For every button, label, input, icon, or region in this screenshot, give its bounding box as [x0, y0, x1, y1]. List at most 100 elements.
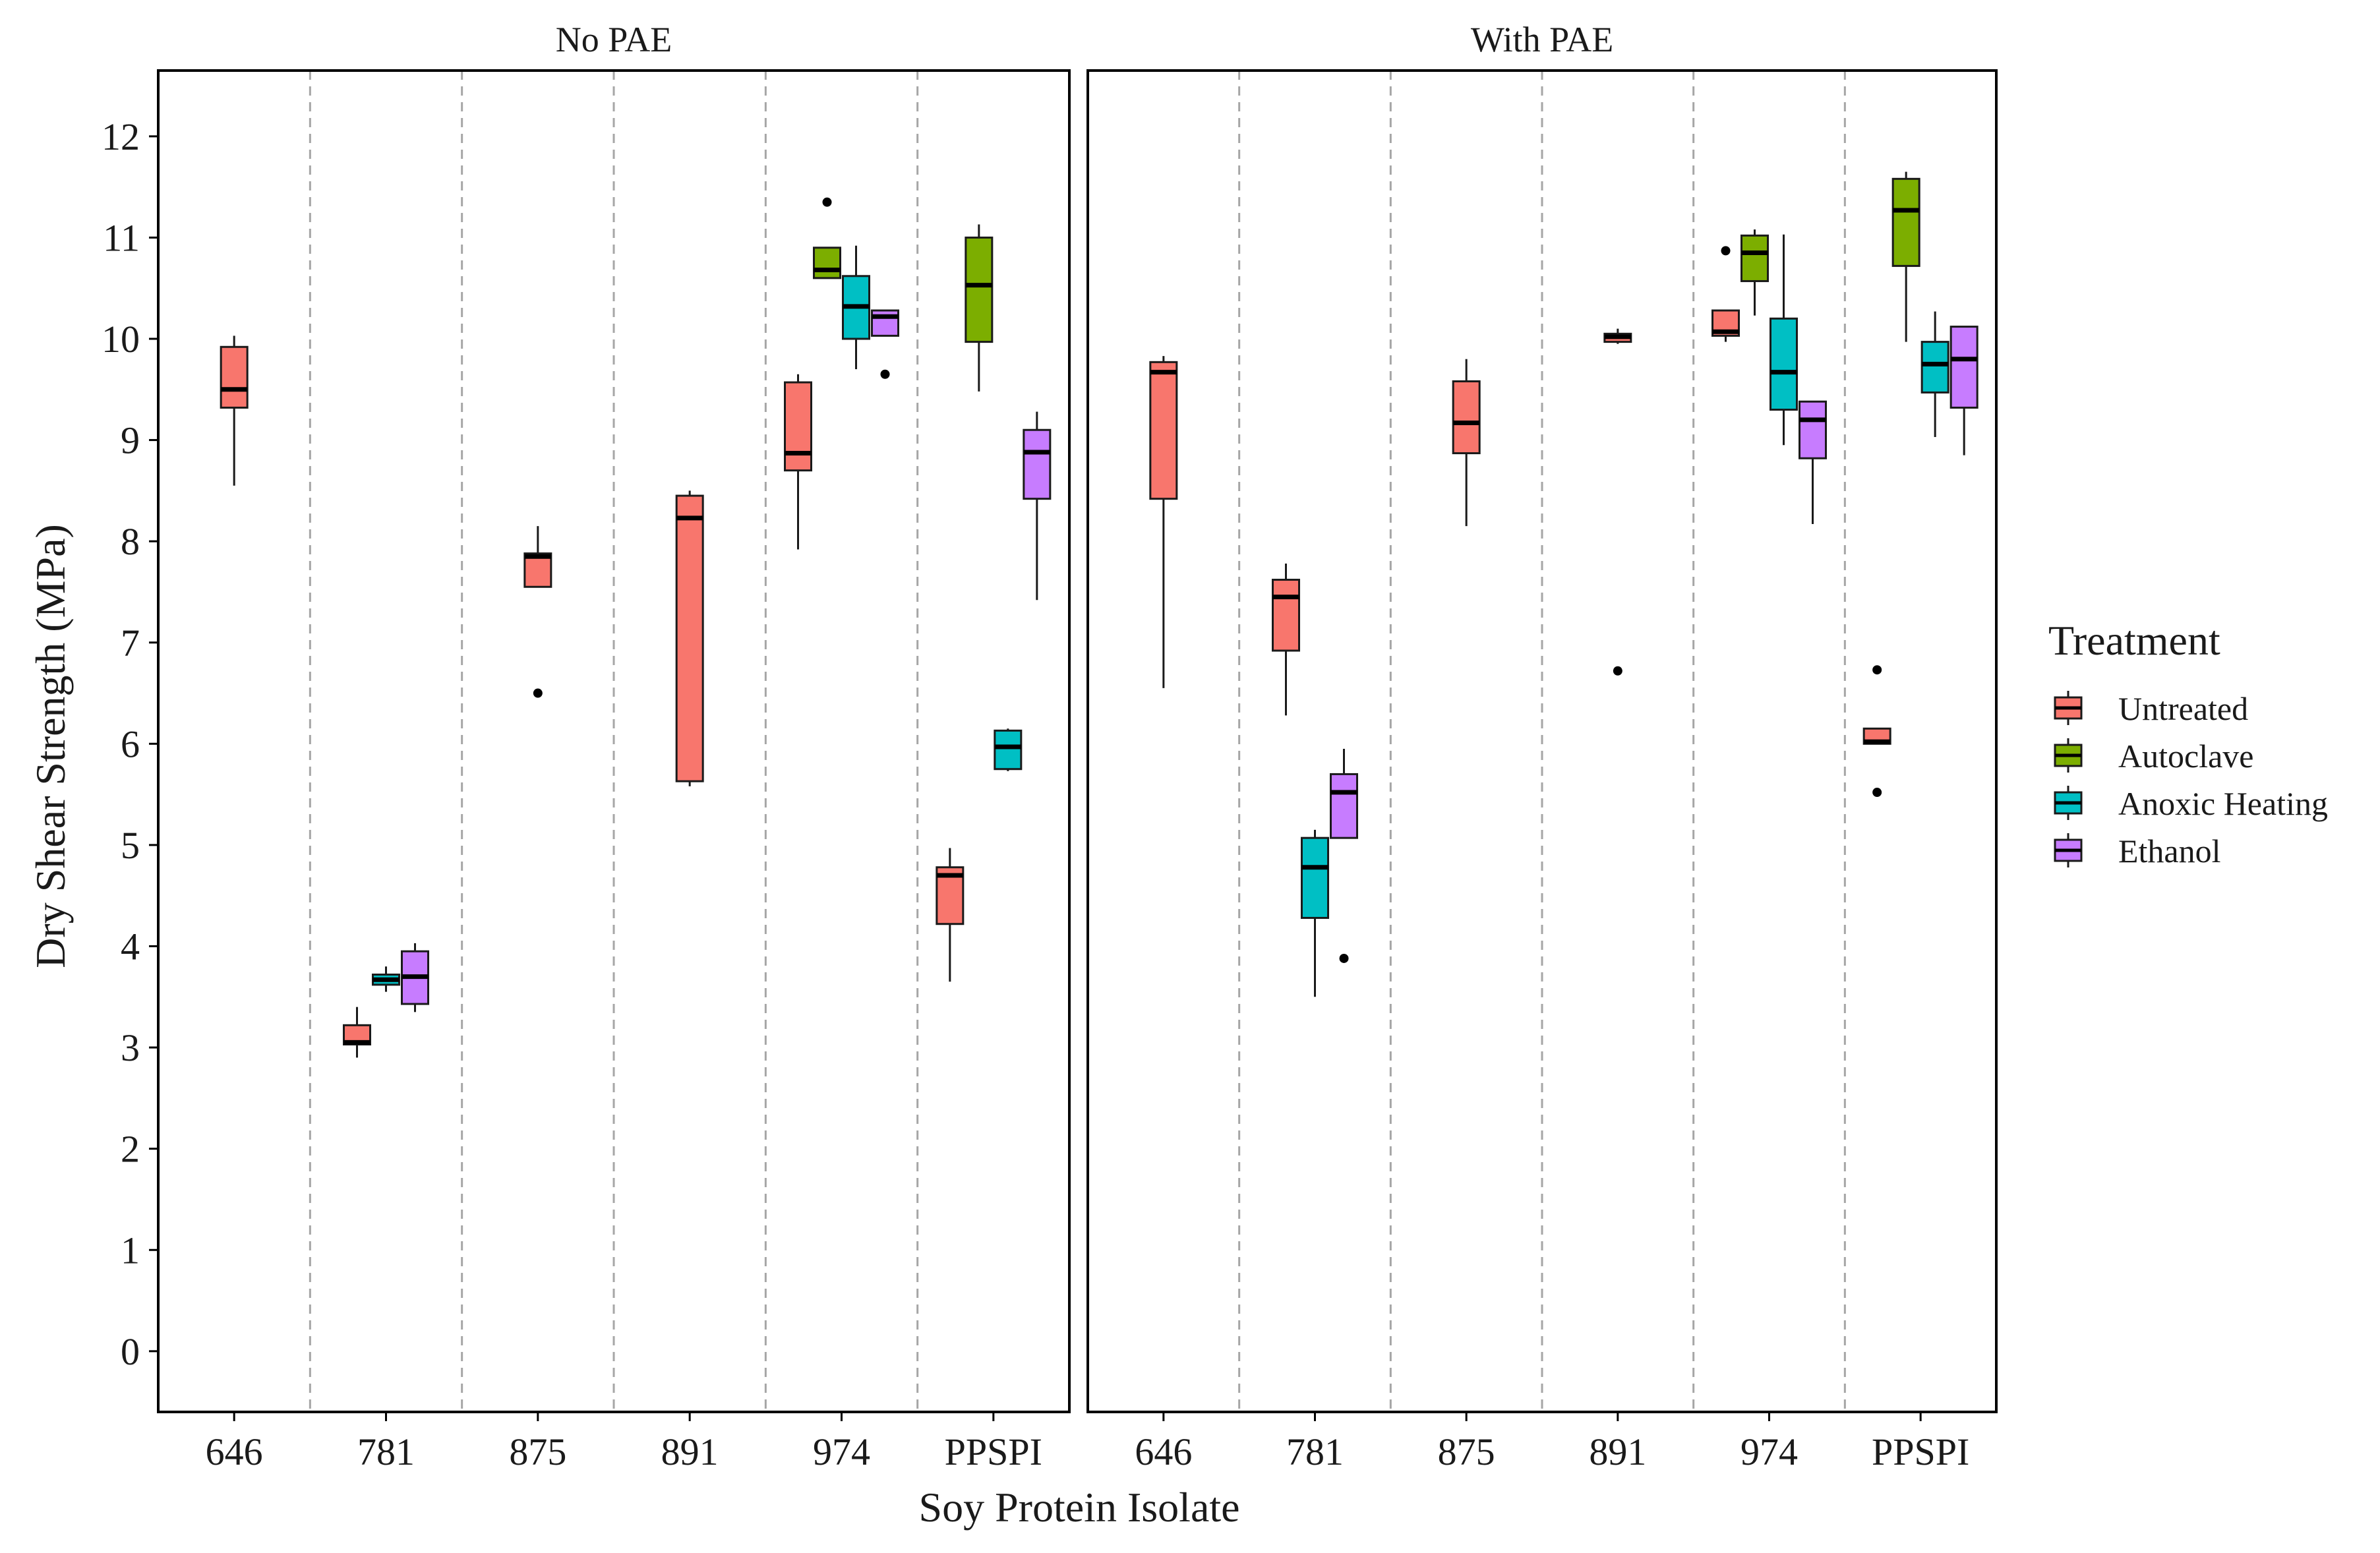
box-891-untreated [675, 490, 704, 786]
legend-item-untreated: Untreated [2054, 690, 2248, 727]
x-tick-label: 891 [1589, 1430, 1646, 1473]
box-PPSPI-anoxic [1920, 311, 1949, 437]
x-tick-label: 781 [357, 1430, 415, 1473]
box-iqr [994, 729, 1023, 771]
x-tick-label: 875 [1438, 1430, 1495, 1473]
x-tick-label: 646 [206, 1430, 263, 1473]
box-781-ethanol [1330, 749, 1358, 963]
legend-label: Untreated [2118, 690, 2248, 727]
legend-item-autoclave: Autoclave [2054, 738, 2253, 775]
box-974-ethanol [1799, 400, 1827, 525]
y-tick-label: 2 [121, 1128, 140, 1171]
y-tick-label: 8 [121, 520, 140, 563]
x-tick-label: 646 [1135, 1430, 1192, 1473]
y-axis-title: Dry Shear Strength (MPa) [27, 524, 74, 968]
y-tick-label: 9 [121, 419, 140, 462]
box-PPSPI-autoclave [1891, 171, 1920, 342]
legend-item-ethanol: Ethanol [2054, 833, 2221, 869]
box-iqr [523, 552, 552, 588]
box-iqr [1799, 400, 1827, 459]
outlier-point [1872, 788, 1882, 798]
box-974-ethanol [871, 309, 899, 379]
legend: Treatment Untreated Autoclave Anoxic Heati… [2048, 617, 2328, 869]
x-axis-title: Soy Protein Isolate [918, 1484, 1239, 1531]
y-tick-label: 4 [121, 925, 140, 968]
box-iqr [784, 381, 812, 472]
legend-label: Anoxic Heating [2118, 785, 2328, 822]
box-iqr [1452, 380, 1481, 455]
box-974-autoclave [1740, 229, 1769, 316]
y-tick-label: 1 [121, 1229, 140, 1272]
box-PPSPI-ethanol [1023, 411, 1052, 601]
panel-1 [157, 69, 1071, 1413]
box-781-untreated [343, 1007, 371, 1058]
outlier-point [1339, 953, 1349, 963]
box-iqr [1949, 326, 1978, 409]
y-tick-label: 5 [121, 824, 140, 867]
box-891-untreated [1603, 328, 1632, 676]
box-iqr [1023, 428, 1052, 500]
box-PPSPI-autoclave [965, 224, 994, 392]
box-974-untreated [784, 374, 812, 550]
x-tick-label: PPSPI [945, 1430, 1042, 1473]
y-tick-label: 0 [121, 1330, 140, 1373]
box-781-ethanol [401, 943, 429, 1012]
box-974-autoclave [813, 197, 841, 279]
box-PPSPI-anoxic [994, 728, 1023, 771]
x-tick-label: 875 [509, 1430, 566, 1473]
box-974-anoxic [842, 245, 870, 370]
x-tick-label: 974 [1740, 1430, 1798, 1473]
x-tick-label: PPSPI [1872, 1430, 1969, 1473]
box-646-untreated [220, 336, 249, 486]
outlier-point [533, 688, 543, 698]
y-tick-label: 10 [102, 318, 140, 361]
box-974-untreated [1711, 246, 1740, 342]
y-tick-label: 3 [121, 1026, 140, 1069]
outlier-point [822, 197, 832, 207]
box-PPSPI-ethanol [1949, 326, 1978, 455]
box-646-untreated [1149, 356, 1178, 688]
x-axis: 646 781 875 891 974 PPSPI 646 781 875 891 974 PPSPI [206, 1412, 1969, 1473]
box-iqr [220, 345, 249, 409]
box-781-anoxic [1301, 829, 1329, 997]
box-iqr [1770, 317, 1798, 411]
legend-items: Untreated Autoclave Anoxic Heating Ethanol [2054, 690, 2328, 869]
legend-title: Treatment [2048, 617, 2220, 664]
box-iqr [1330, 773, 1358, 839]
legend-label: Autoclave [2118, 738, 2253, 775]
x-tick-label: 891 [661, 1430, 719, 1473]
panel-title-no-pae: No PAE [556, 20, 672, 59]
y-tick-label: 11 [103, 216, 140, 259]
panels [157, 69, 1998, 1413]
box-875-untreated [523, 526, 552, 698]
box-iqr [965, 236, 994, 343]
y-tick-label: 7 [121, 622, 140, 664]
y-tick-label: 12 [102, 115, 140, 158]
box-iqr [1891, 177, 1920, 267]
y-tick-label: 6 [121, 722, 140, 765]
panel-2 [1086, 69, 1998, 1413]
outlier-point [1613, 666, 1622, 676]
box-iqr [675, 494, 704, 782]
x-tick-label: 781 [1286, 1430, 1344, 1473]
panel-border [1086, 69, 1998, 1413]
legend-item-anoxic: Anoxic Heating [2054, 785, 2328, 822]
box-974-anoxic [1770, 234, 1798, 446]
outlier-point [880, 369, 890, 379]
box-PPSPI-untreated [1862, 665, 1891, 798]
box-781-anoxic [372, 966, 400, 992]
box-875-untreated [1452, 359, 1481, 527]
outlier-point [1721, 246, 1731, 256]
panel-title-with-pae: With PAE [1471, 20, 1613, 59]
box-781-untreated [1272, 563, 1300, 716]
box-iqr [1149, 361, 1178, 500]
box-iqr [1740, 234, 1769, 282]
x-tick-label: 974 [813, 1430, 870, 1473]
outlier-point [1872, 665, 1882, 675]
box-iqr [813, 247, 841, 279]
box-iqr [1920, 341, 1949, 394]
box-iqr [1301, 836, 1329, 920]
